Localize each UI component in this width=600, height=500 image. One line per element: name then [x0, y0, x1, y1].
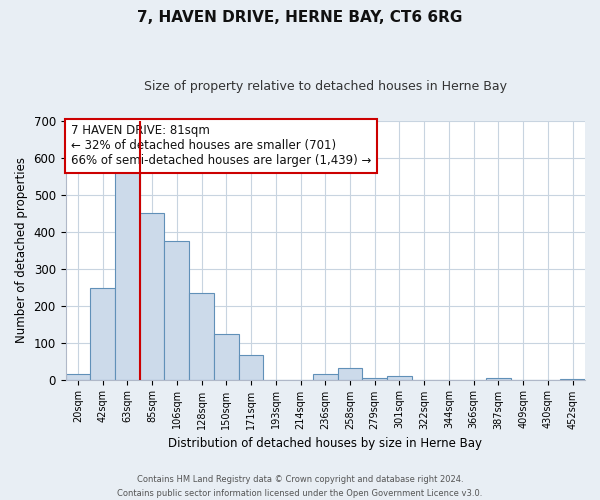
Bar — [560, 379, 585, 380]
Bar — [239, 355, 263, 380]
Bar — [115, 163, 140, 380]
Title: Size of property relative to detached houses in Herne Bay: Size of property relative to detached ho… — [144, 80, 507, 93]
Bar — [189, 292, 214, 380]
Bar — [313, 374, 338, 380]
Bar — [486, 378, 511, 380]
Bar — [387, 376, 412, 380]
Bar — [214, 334, 239, 380]
Y-axis label: Number of detached properties: Number of detached properties — [15, 157, 28, 343]
Bar — [338, 368, 362, 380]
Bar — [65, 374, 90, 380]
Text: 7, HAVEN DRIVE, HERNE BAY, CT6 6RG: 7, HAVEN DRIVE, HERNE BAY, CT6 6RG — [137, 10, 463, 25]
Bar — [90, 288, 115, 380]
Bar — [140, 213, 164, 380]
Text: Contains HM Land Registry data © Crown copyright and database right 2024.
Contai: Contains HM Land Registry data © Crown c… — [118, 476, 482, 498]
Bar — [362, 378, 387, 380]
Text: 7 HAVEN DRIVE: 81sqm
← 32% of detached houses are smaller (701)
66% of semi-deta: 7 HAVEN DRIVE: 81sqm ← 32% of detached h… — [71, 124, 371, 168]
Bar — [164, 241, 189, 380]
X-axis label: Distribution of detached houses by size in Herne Bay: Distribution of detached houses by size … — [168, 437, 482, 450]
